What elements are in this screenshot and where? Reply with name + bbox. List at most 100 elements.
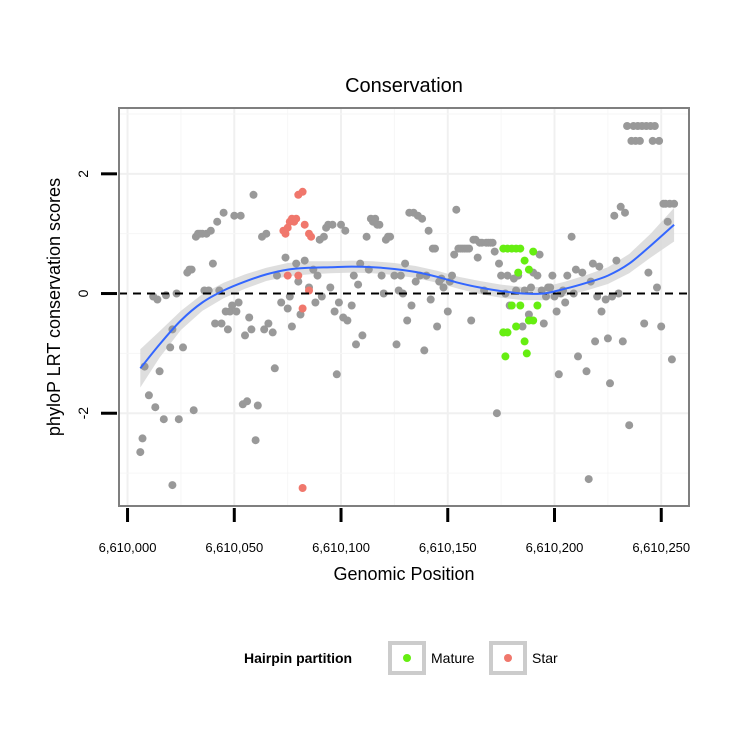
data-point-other: [343, 316, 352, 325]
data-point-star: [298, 187, 307, 196]
y-axis: -2 0 2: [75, 170, 117, 420]
data-point-other: [670, 199, 679, 208]
data-point-other: [533, 271, 542, 280]
data-point-other: [448, 271, 456, 280]
data-point-other: [341, 226, 350, 235]
data-point-other: [561, 298, 570, 307]
data-point-star: [281, 229, 290, 238]
data-point-other: [490, 247, 499, 256]
data-point-other: [439, 283, 448, 292]
data-point-other: [356, 259, 365, 268]
data-point-other: [236, 211, 245, 220]
data-point-other: [524, 310, 533, 319]
data-point-other: [584, 475, 593, 484]
data-point-other: [211, 319, 220, 328]
plot-border: [118, 107, 690, 507]
data-point-other: [574, 352, 582, 361]
data-point-other: [347, 301, 356, 310]
data-point-mature: [507, 301, 516, 310]
data-point-other: [268, 328, 277, 337]
data-point-other: [352, 340, 360, 349]
data-point-other: [396, 271, 405, 280]
data-point-mature: [529, 316, 538, 325]
legend-dot-mature: [403, 654, 411, 662]
data-point-other: [621, 208, 629, 217]
data-point-other: [655, 136, 664, 145]
data-point-other: [433, 322, 442, 331]
points-layer: [136, 122, 679, 492]
data-point-other: [232, 307, 241, 316]
data-point-mature: [520, 256, 529, 265]
x-tick-label: 6,610,000: [99, 540, 157, 555]
data-point-other: [527, 283, 535, 292]
data-point-other: [495, 259, 503, 268]
data-point-other: [228, 301, 237, 310]
data-point-other: [603, 334, 612, 343]
data-point-other: [136, 448, 145, 457]
legend-dot-star: [504, 654, 512, 662]
data-point-other: [337, 220, 345, 229]
data-point-other: [386, 232, 395, 241]
data-point-mature: [520, 337, 529, 346]
data-point-other: [492, 409, 501, 418]
data-point-other: [595, 262, 604, 271]
data-point-other: [332, 370, 341, 379]
data-point-mature: [529, 247, 538, 256]
data-point-other: [411, 277, 420, 286]
data-point-other: [144, 391, 153, 400]
data-point-other: [179, 343, 187, 352]
x-tick-label: 6,610,250: [632, 540, 690, 555]
data-point-other: [467, 316, 476, 325]
data-point-star: [300, 220, 309, 229]
data-point-other: [281, 253, 290, 262]
data-point-other: [563, 271, 572, 280]
data-point-other: [546, 283, 555, 292]
data-point-other: [392, 340, 401, 349]
y-tick-label: -2: [75, 407, 91, 420]
data-point-other: [377, 271, 386, 280]
data-point-other: [610, 211, 619, 220]
plot-panel: [118, 107, 690, 507]
data-point-star: [298, 484, 307, 492]
data-point-other: [606, 379, 614, 388]
data-point-mature: [533, 301, 542, 310]
data-point-other: [326, 283, 335, 292]
data-point-other: [473, 253, 482, 262]
legend: Hairpin partition Mature Star: [244, 641, 558, 675]
legend-title: Hairpin partition: [244, 650, 352, 666]
data-point-other: [582, 367, 591, 376]
chart-title: Conservation: [345, 75, 463, 97]
data-point-other: [162, 291, 170, 300]
smooth-fit-layer: [139, 223, 675, 369]
data-point-other: [251, 436, 260, 445]
data-point-other: [277, 298, 286, 307]
data-point-star: [292, 214, 301, 223]
data-point-other: [283, 304, 292, 313]
x-tick-label: 6,610,200: [526, 540, 584, 555]
data-point-other: [535, 250, 544, 259]
data-point-other: [648, 136, 657, 145]
data-point-other: [217, 319, 226, 328]
data-point-other: [588, 259, 597, 268]
data-point-other: [138, 434, 147, 443]
data-point-other: [644, 268, 653, 277]
data-point-other: [219, 208, 228, 217]
data-point-other: [618, 337, 627, 346]
data-point-other: [420, 346, 429, 355]
data-point-other: [571, 265, 580, 274]
series-mature: [499, 244, 542, 361]
data-point-other: [597, 307, 606, 316]
data-point-other: [168, 481, 177, 490]
data-point-other: [657, 322, 666, 331]
data-point-other: [223, 325, 232, 334]
data-point-star: [283, 271, 292, 280]
y-axis-title: phyloP LRT conservation scores: [44, 178, 64, 436]
data-point-other: [663, 217, 672, 226]
data-point-other: [518, 322, 527, 331]
data-point-other: [247, 325, 256, 334]
x-tick-label: 6,610,150: [419, 540, 477, 555]
legend-label-star: Star: [532, 650, 558, 666]
series-star: [279, 187, 316, 492]
data-point-other: [328, 220, 337, 229]
